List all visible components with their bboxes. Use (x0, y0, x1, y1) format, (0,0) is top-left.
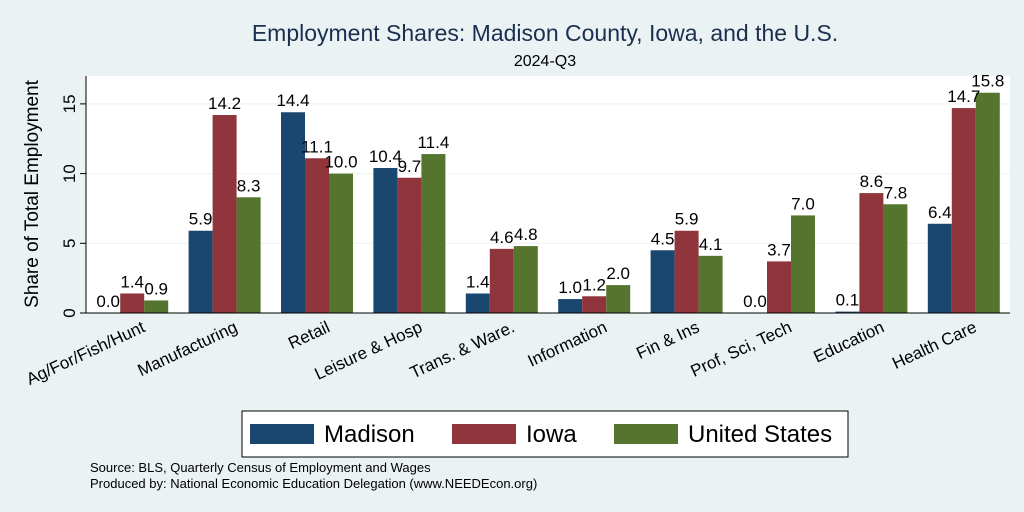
data-label: 1.2 (582, 275, 606, 294)
legend-label: United States (688, 421, 832, 448)
bar-iowa (212, 115, 237, 313)
x-tick-label: Trans. & Ware. (407, 317, 517, 382)
bar-madison (835, 311, 860, 313)
bar-united-states (606, 285, 631, 313)
data-label: 10.4 (369, 147, 402, 166)
producer-note: Produced by: National Economic Education… (90, 476, 537, 491)
bar-iowa (859, 193, 884, 313)
legend-box (241, 410, 849, 458)
bar-madison (650, 250, 675, 313)
bar-united-states (329, 173, 353, 313)
data-label: 8.3 (237, 176, 261, 195)
bar-united-states (421, 154, 446, 313)
bar-madison (373, 168, 398, 313)
bar-united-states (144, 300, 169, 313)
data-label: 14.4 (276, 91, 309, 110)
data-label: 4.1 (699, 235, 723, 254)
legend-swatch (250, 424, 314, 444)
legend-swatch (452, 424, 516, 444)
data-label: 9.7 (398, 157, 422, 176)
data-label: 1.4 (466, 272, 490, 291)
bar-united-states (236, 197, 261, 313)
data-label: 11.4 (417, 133, 449, 152)
data-label: 4.8 (514, 225, 538, 244)
data-label: 10.0 (324, 153, 357, 172)
bar-madison (558, 299, 583, 313)
data-label: 2.0 (606, 264, 630, 283)
legend-label: Madison (324, 421, 415, 448)
y-tick-label: 15 (60, 94, 79, 113)
bar-madison (281, 112, 305, 313)
data-label: 14.7 (947, 87, 980, 106)
bar-iowa (305, 158, 329, 313)
y-axis-title: Share of Total Employment (22, 79, 43, 307)
legend-label: Iowa (526, 421, 577, 448)
data-label: 5.9 (189, 210, 213, 229)
data-label: 5.9 (675, 210, 699, 229)
data-label: 0.9 (144, 279, 168, 298)
data-label: 15.8 (971, 72, 1004, 91)
data-label: 14.2 (208, 94, 241, 113)
bar-iowa (767, 261, 791, 313)
x-tick-label: Education (811, 317, 888, 366)
chart-title: Employment Shares: Madison County, Iowa,… (252, 20, 838, 46)
data-label: 4.6 (490, 228, 514, 247)
bar-united-states (883, 204, 908, 313)
bar-madison (188, 230, 213, 313)
x-tick-label: Health Care (889, 317, 979, 373)
data-label: 6.4 (928, 203, 952, 222)
bar-united-states (975, 92, 1000, 314)
bar-iowa (674, 230, 699, 313)
bar-united-states (513, 246, 538, 313)
data-label: 11.1 (301, 137, 333, 156)
x-tick-label: Retail (285, 317, 332, 353)
data-label: 0.1 (836, 291, 860, 310)
x-tick-label: Manufacturing (135, 317, 241, 380)
y-tick-label: 10 (60, 164, 79, 183)
data-label: 0.0 (743, 292, 767, 311)
legend-swatch (614, 424, 678, 444)
data-label: 3.7 (767, 240, 791, 259)
bar-iowa (951, 108, 976, 314)
x-tick-label: Ag/For/Fish/Hunt (23, 317, 148, 389)
bar-iowa (489, 248, 514, 313)
chart-subtitle: 2024-Q3 (514, 53, 576, 70)
bar-madison (465, 293, 490, 313)
bar-iowa (582, 296, 607, 313)
data-label: 1.4 (120, 272, 144, 291)
x-tick-label: Fin & Ins (633, 317, 702, 363)
data-label: 8.6 (860, 172, 884, 191)
bar-iowa (120, 293, 145, 313)
bar-united-states (791, 215, 815, 313)
bar-iowa (397, 177, 422, 313)
y-tick-label: 0 (60, 308, 79, 317)
data-label: 1.0 (558, 278, 582, 297)
data-label: 7.8 (884, 183, 908, 202)
source-note: Source: BLS, Quarterly Census of Employm… (90, 460, 431, 475)
data-label: 0.0 (96, 292, 120, 311)
bar-united-states (698, 255, 723, 313)
x-tick-label: Information (525, 317, 610, 370)
data-label: 4.5 (651, 229, 675, 248)
data-label: 7.0 (791, 194, 815, 213)
x-tick-label: Prof, Sci, Tech (688, 317, 795, 380)
bar-madison (927, 223, 952, 313)
y-tick-label: 5 (60, 239, 79, 248)
